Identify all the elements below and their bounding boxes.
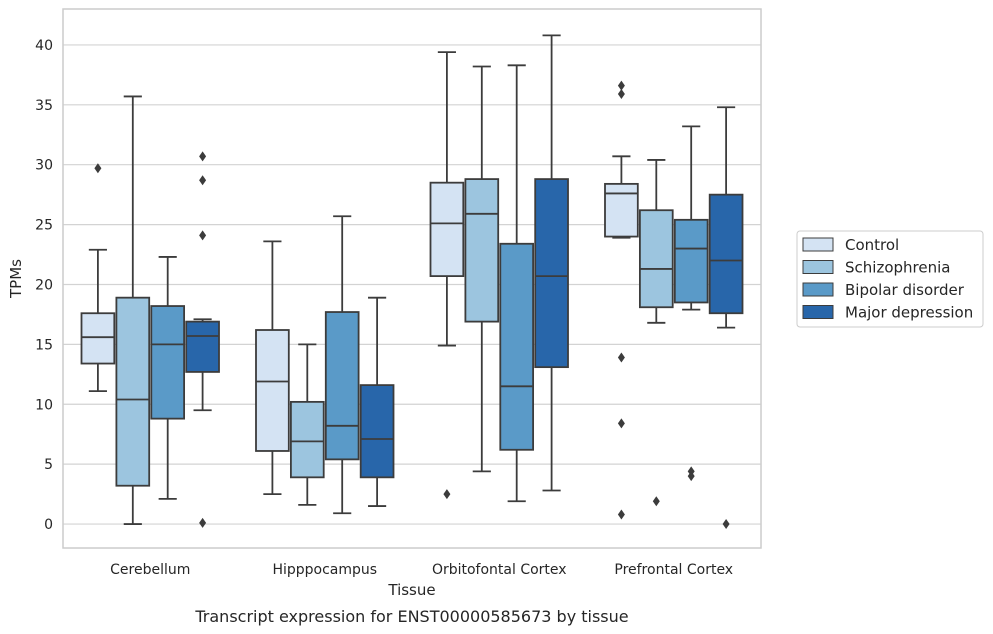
box-3-3 [708, 106, 744, 530]
plot-frame [62, 8, 762, 549]
outlier-point [199, 175, 207, 186]
legend-label: Bipolar disorder [845, 281, 965, 299]
outlier-point [687, 471, 695, 482]
boxes [80, 34, 744, 530]
box-2-2 [499, 64, 535, 503]
x-tick-label: Prefrontal Cortex [614, 562, 733, 578]
outlier-point [617, 418, 625, 429]
y-tick-label: 0 [44, 517, 53, 533]
outlier-point [617, 509, 625, 520]
box-body [150, 305, 186, 420]
x-tick-labels: Cerebellum Hipppocampus Orbitofontal Corte… [110, 562, 733, 578]
y-tick-label: 5 [44, 457, 53, 473]
box-body [429, 181, 465, 278]
legend: Control Schizophrenia Bipolar disorder Majo… [796, 230, 984, 328]
box-0-1 [115, 95, 151, 525]
outlier-point [199, 517, 207, 528]
y-tick-label: 40 [35, 38, 53, 54]
y-tick-label: 25 [35, 218, 53, 234]
box-0-0 [80, 163, 116, 392]
legend-label: Schizophrenia [845, 259, 950, 277]
outlier-point [722, 519, 730, 530]
box-body [359, 384, 395, 479]
box-3-2 [673, 125, 709, 482]
box-2-0 [429, 51, 465, 500]
outlier-point [443, 489, 451, 500]
outlier-point [617, 80, 625, 91]
box-body [499, 242, 535, 451]
x-tick-label: Orbitofontal Cortex [432, 562, 567, 578]
y-axis-title: TPMs [7, 259, 25, 299]
outlier-point [617, 89, 625, 100]
box-body [534, 178, 569, 369]
legend-label: Control [845, 236, 899, 254]
box-body [638, 209, 674, 309]
box-1-2 [324, 215, 360, 515]
chart-caption: Transcript expression for ENST0000058567… [194, 607, 628, 626]
y-tick-label: 15 [35, 337, 53, 353]
x-tick-label: Cerebellum [110, 562, 190, 578]
outlier-point [652, 496, 660, 507]
x-tick-label: Hipppocampus [272, 562, 377, 578]
outlier-point [199, 151, 207, 162]
y-tick-label: 20 [35, 277, 53, 293]
y-tick-labels: 0 5 10 15 20 25 30 35 40 [35, 38, 53, 533]
y-tick-label: 10 [35, 397, 53, 413]
box-body [708, 193, 744, 315]
box-1-0 [255, 240, 290, 496]
box-0-3 [185, 151, 220, 528]
box-body [464, 178, 500, 323]
legend-swatch [802, 260, 834, 274]
box-body [289, 400, 325, 479]
box-body [80, 312, 116, 365]
box-body [115, 296, 151, 487]
box-body [185, 320, 220, 373]
x-axis-title: Tissue [387, 581, 435, 599]
box-2-1 [464, 65, 500, 473]
outlier-point [617, 352, 625, 363]
box-1-1 [289, 343, 325, 506]
legend-swatch [802, 237, 834, 252]
outlier-point [94, 163, 102, 174]
box-body [673, 218, 709, 304]
box-2-3 [534, 34, 569, 492]
y-tick-label: 30 [35, 158, 53, 174]
box-1-3 [359, 296, 395, 507]
box-3-1 [638, 159, 674, 507]
legend-label: Major depression [845, 304, 973, 322]
box-body [255, 329, 290, 452]
box-body [604, 182, 639, 238]
legend-swatch [802, 305, 834, 319]
box-3-0 [604, 80, 639, 520]
outlier-point [199, 230, 207, 241]
box-body [324, 311, 360, 461]
legend-swatch [802, 282, 834, 297]
legend-frame [796, 230, 984, 328]
box-0-2 [150, 256, 186, 500]
y-tick-label: 35 [35, 98, 53, 114]
